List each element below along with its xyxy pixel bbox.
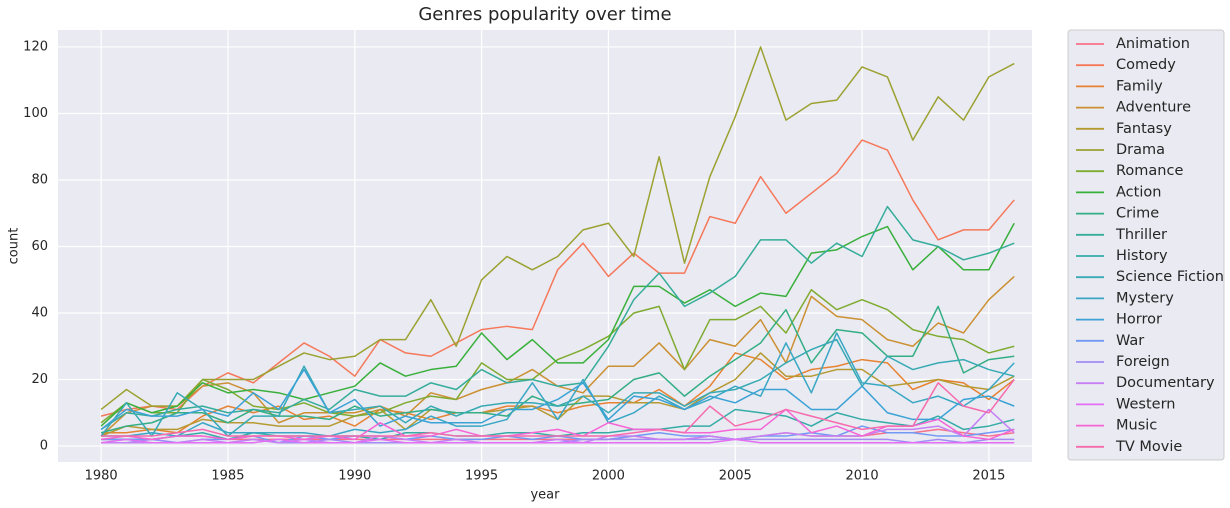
series-line	[101, 332, 1015, 437]
legend-label: Drama	[1116, 142, 1165, 158]
x-axis-label: year	[530, 488, 560, 503]
legend-box	[1067, 29, 1225, 461]
x-tick-label: 1990	[338, 469, 371, 484]
legend-label: Documentary	[1116, 375, 1215, 391]
series-line	[100, 205, 1015, 431]
y-tick-label: 40	[31, 306, 48, 321]
y-axis-label: count	[7, 228, 22, 265]
legend-label: TV Movie	[1115, 439, 1182, 455]
y-tick-label: 60	[31, 239, 48, 254]
legend-label: Thriller	[1115, 227, 1167, 243]
y-tick-label: 120	[23, 39, 48, 54]
legend-label: Family	[1116, 78, 1163, 94]
legend-label: Adventure	[1116, 100, 1191, 116]
legend-label: Western	[1116, 396, 1175, 412]
legend-label: Science Fiction	[1116, 269, 1224, 285]
legend-label: Romance	[1116, 163, 1183, 179]
chart-title: Genres popularity over time	[418, 4, 671, 25]
legend-label: Foreign	[1116, 354, 1170, 370]
series-line	[100, 139, 1015, 417]
x-tick-label: 1985	[211, 469, 244, 484]
series-line	[100, 222, 1015, 427]
series-line	[101, 438, 1015, 444]
legend-label: Fantasy	[1116, 121, 1172, 137]
x-tick-label: 2000	[592, 469, 625, 484]
legend-label: War	[1116, 333, 1144, 349]
legend-label: Action	[1116, 184, 1161, 200]
legend-label: Crime	[1116, 206, 1159, 222]
series-line	[100, 288, 1015, 424]
series-line	[101, 352, 1015, 434]
y-tick-label: 80	[31, 172, 48, 187]
x-tick-label: 2015	[972, 469, 1005, 484]
series-line	[100, 368, 1015, 430]
legend-label: Mystery	[1116, 290, 1174, 306]
legend-label: Animation	[1116, 36, 1190, 52]
x-tick-label: 1995	[465, 469, 498, 484]
legend-label: Horror	[1116, 312, 1162, 328]
legend-label: Comedy	[1116, 57, 1176, 73]
legend-label: History	[1116, 248, 1168, 264]
x-tick-label: 1980	[85, 469, 118, 484]
y-tick-label: 100	[23, 106, 48, 121]
series-line	[101, 379, 1015, 437]
x-tick-label: 2005	[719, 469, 752, 484]
series-line	[100, 46, 1015, 411]
x-tick-label: 2010	[846, 469, 879, 484]
y-tick-label: 0	[40, 439, 48, 454]
legend-label: Music	[1116, 418, 1157, 434]
y-tick-label: 20	[31, 372, 48, 387]
